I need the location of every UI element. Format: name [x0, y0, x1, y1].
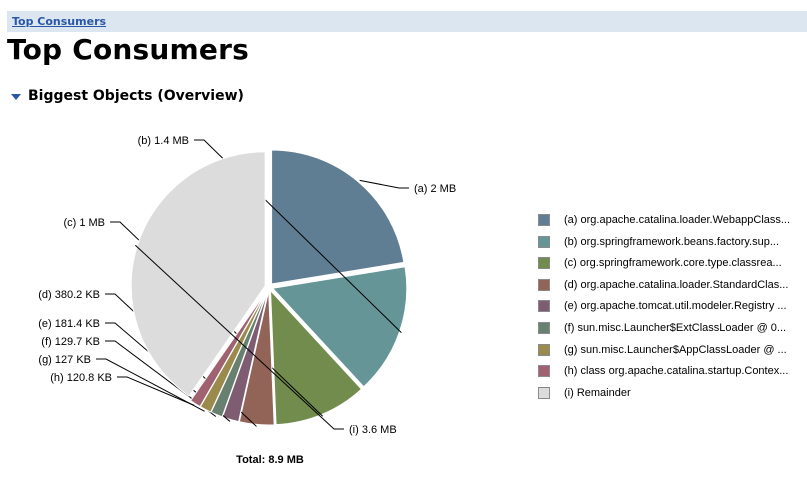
- legend-item-h[interactable]: (h) class org.apache.catalina.startup.Co…: [538, 365, 806, 379]
- total-label: Total: 8.9 MB: [236, 454, 304, 466]
- legend-item-b[interactable]: (b) org.springframework.beans.factory.su…: [538, 235, 806, 250]
- breadcrumb-link-top-consumers[interactable]: Top Consumers: [12, 15, 107, 28]
- slice-label-f: (f) 129.7 KB: [41, 336, 100, 348]
- leader-line-a: [359, 179, 409, 189]
- pie-chart: (a) 2 MB (b) 1.4 MB (c) 1 MB (d) 380.2 KB (e…: [38, 135, 456, 466]
- legend-label-h: (h) class org.apache.catalina.startup.Co…: [564, 365, 789, 378]
- slice-label-a: (a) 2 MB: [414, 183, 456, 195]
- legend-label-e: (e) org.apache.tomcat.util.modeler.Regis…: [564, 300, 787, 313]
- leader-line-i: [135, 244, 344, 430]
- slice-label-g: (g) 127 KB: [38, 354, 91, 366]
- legend-item-i[interactable]: (i) Remainder: [538, 386, 806, 401]
- legend-swatch-d: [538, 278, 550, 291]
- legend-item-g[interactable]: (g) sun.misc.Launcher$AppClassLoader @ .…: [538, 343, 806, 358]
- slice-label-e: (e) 181.4 KB: [38, 318, 100, 330]
- breadcrumb: Top Consumers: [7, 11, 807, 32]
- legend-label-f: (f) sun.misc.Launcher$ExtClassLoader @ 0…: [564, 322, 787, 334]
- legend-label-g: (g) sun.misc.Launcher$AppClassLoader @ .…: [564, 343, 787, 356]
- collapse-triangle-icon[interactable]: [11, 92, 21, 102]
- legend-label-b: (b) org.springframework.beans.factory.su…: [564, 235, 779, 248]
- legend-swatch-e: [538, 300, 550, 313]
- pie-slice-i[interactable]: [130, 151, 266, 397]
- page-title: Top Consumers: [7, 33, 249, 66]
- legend-item-d[interactable]: (d) org.apache.catalina.loader.StandardC…: [538, 278, 806, 293]
- legend-item-e[interactable]: (e) org.apache.tomcat.util.modeler.Regis…: [538, 300, 806, 314]
- legend-label-d: (d) org.apache.catalina.loader.StandardC…: [564, 278, 789, 291]
- legend-swatch-h: [538, 365, 550, 378]
- pie-slice-b[interactable]: [271, 266, 408, 388]
- legend-swatch-f: [538, 322, 550, 334]
- slice-label-i: (i) 3.6 MB: [349, 424, 397, 436]
- slice-label-d: (d) 380.2 KB: [38, 289, 100, 301]
- legend-label-c: (c) org.springframework.core.type.classr…: [564, 257, 782, 270]
- section-title: Biggest Objects (Overview): [28, 88, 244, 104]
- slice-label-c: (c) 1 MB: [63, 217, 105, 229]
- pie-slice-h[interactable]: [189, 290, 268, 408]
- pie-slice-a[interactable]: [271, 149, 405, 285]
- legend-label-i: (i) Remainder: [564, 386, 631, 399]
- leader-line-h: [117, 376, 195, 406]
- legend-item-f[interactable]: (f) sun.misc.Launcher$ExtClassLoader @ 0…: [538, 322, 806, 336]
- legend-label-a: (a) org.apache.catalina.loader.WebappCla…: [564, 214, 791, 226]
- legend-item-a[interactable]: (a) org.apache.catalina.loader.WebappCla…: [538, 214, 806, 228]
- leader-line-g: [96, 358, 205, 412]
- legend-swatch-a: [538, 214, 550, 226]
- legend-swatch-g: [538, 343, 550, 356]
- legend-swatch-i: [538, 386, 550, 399]
- leader-line-b: [194, 139, 402, 333]
- slice-label-b: (b) 1.4 MB: [138, 135, 189, 147]
- legend-swatch-b: [538, 235, 550, 248]
- legend-item-c[interactable]: (c) org.springframework.core.type.classr…: [538, 257, 806, 271]
- legend-swatch-c: [538, 257, 550, 270]
- slice-label-h: (h) 120.8 KB: [50, 372, 112, 384]
